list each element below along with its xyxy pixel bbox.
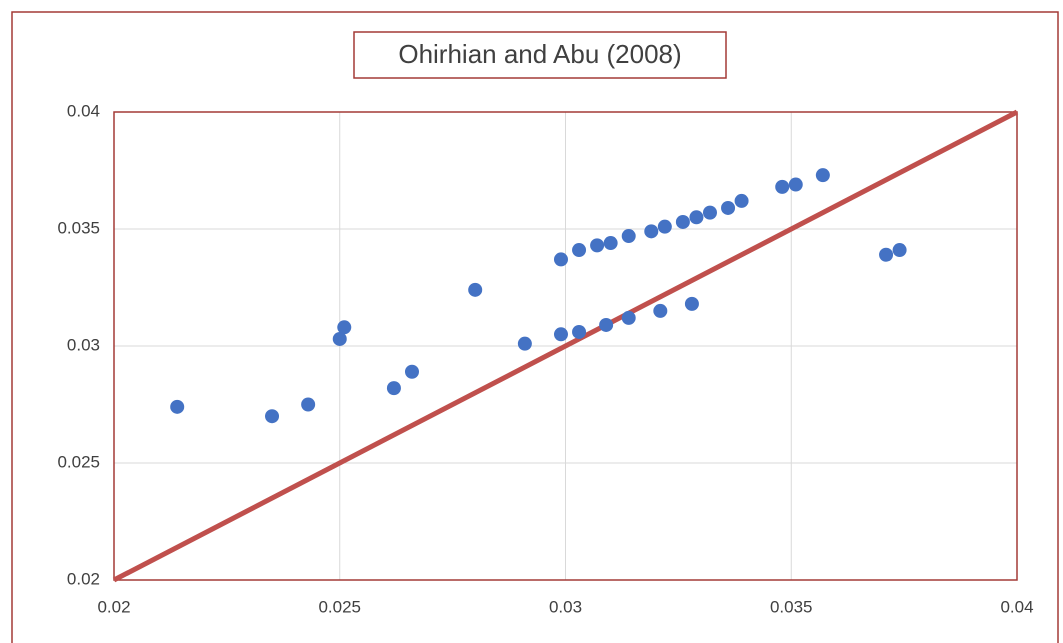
- plot-border: [113, 111, 1018, 581]
- point: [653, 303, 668, 318]
- point: [170, 399, 185, 414]
- point: [788, 177, 803, 192]
- title-box: [353, 31, 727, 79]
- chart-title: Ohirhian and Abu (2008): [398, 39, 681, 69]
- point: [675, 214, 690, 229]
- point: [553, 252, 568, 267]
- y-tick-label: 0.04: [67, 101, 100, 120]
- x-tick-label: 0.035: [770, 597, 813, 616]
- point: [689, 210, 704, 225]
- point: [553, 327, 568, 342]
- point: [386, 381, 401, 396]
- point: [468, 282, 483, 297]
- point: [265, 409, 280, 424]
- point: [721, 200, 736, 215]
- point: [603, 236, 618, 251]
- point: [590, 238, 605, 253]
- y-tick-label: 0.025: [57, 452, 100, 471]
- point: [337, 320, 352, 335]
- x-tick-label: 0.04: [1000, 597, 1033, 616]
- reference-line: [112, 109, 1019, 583]
- x-tick-label: 0.025: [318, 597, 361, 616]
- point: [657, 219, 672, 234]
- point: [332, 331, 347, 346]
- point: [879, 247, 894, 262]
- chart-border: [11, 11, 1059, 643]
- point: [892, 243, 907, 258]
- x-tick-label: 0.02: [97, 597, 130, 616]
- point: [621, 310, 636, 325]
- point: [734, 193, 749, 208]
- y-tick-label: 0.035: [57, 218, 100, 237]
- point: [702, 205, 717, 220]
- y-tick-label: 0.03: [67, 335, 100, 354]
- point: [815, 168, 830, 183]
- point: [684, 296, 699, 311]
- x-tick-label: 0.03: [549, 597, 582, 616]
- point: [644, 224, 659, 239]
- point: [775, 179, 790, 194]
- point: [572, 324, 587, 339]
- point: [572, 243, 587, 258]
- y-tick-label: 0.02: [67, 569, 100, 588]
- point: [621, 229, 636, 244]
- point: [404, 364, 419, 379]
- point: [517, 336, 532, 351]
- point: [301, 397, 316, 412]
- point: [599, 317, 614, 332]
